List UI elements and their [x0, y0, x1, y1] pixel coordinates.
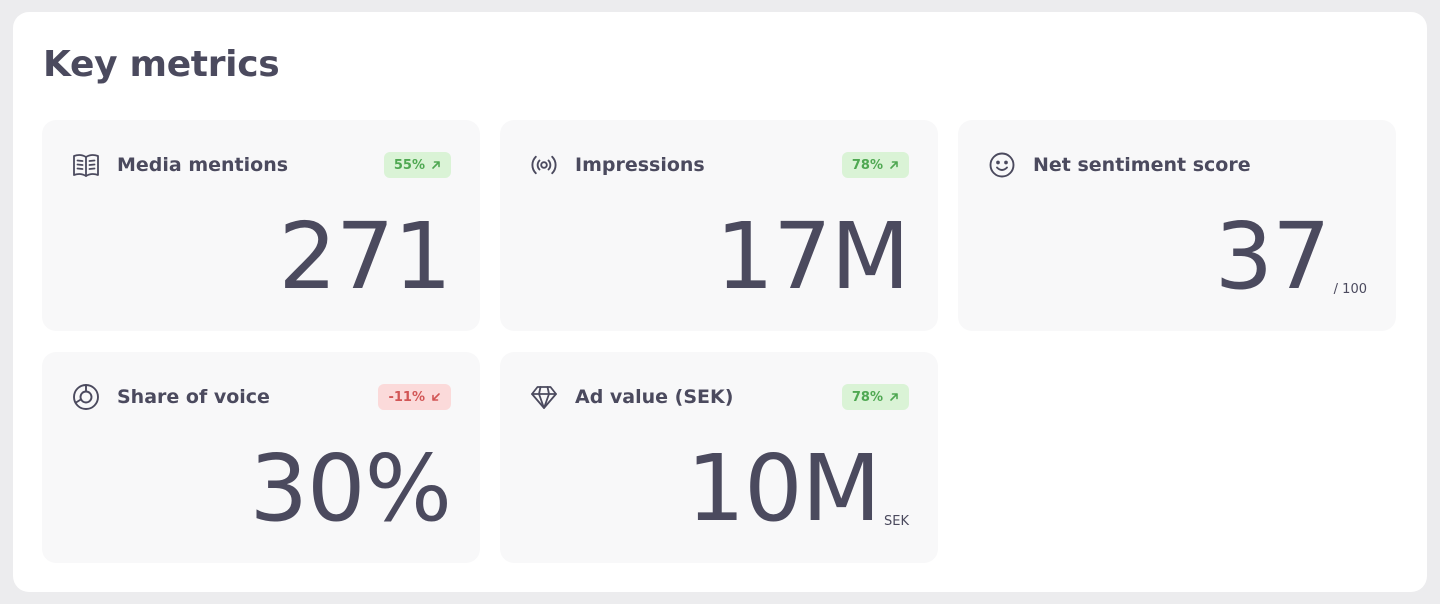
card-label: Share of voice	[117, 386, 270, 408]
metric-card-ad-value[interactable]: Ad value (SEK) 78% 10M SEK	[500, 352, 938, 563]
card-label: Net sentiment score	[1033, 154, 1251, 176]
metric-value: 37	[1214, 203, 1331, 310]
metric-value: 30%	[249, 435, 452, 542]
metric-card-net-sentiment[interactable]: Net sentiment score 37 / 100	[958, 120, 1396, 331]
card-value: 30%	[249, 435, 452, 542]
metrics-grid: Media mentions 55% 271	[42, 120, 1396, 563]
card-header: Ad value (SEK) 78%	[529, 382, 909, 412]
arrow-down-left-icon	[432, 393, 440, 401]
card-label: Ad value (SEK)	[575, 386, 734, 408]
change-value: 78%	[851, 389, 883, 405]
card-header: Net sentiment score	[987, 150, 1367, 180]
card-header: Media mentions 55%	[71, 150, 451, 180]
value-suffix: SEK	[884, 514, 909, 529]
metric-card-share-of-voice[interactable]: Share of voice -11% 30%	[42, 352, 480, 563]
metric-value: 271	[278, 203, 452, 310]
card-value: 17M	[715, 203, 910, 310]
card-label: Impressions	[575, 154, 705, 176]
card-value: 37 / 100	[1215, 211, 1367, 303]
arrow-up-right-icon	[890, 161, 898, 169]
card-label: Media mentions	[117, 154, 289, 176]
change-value: 78%	[851, 157, 883, 173]
empty-slot	[958, 352, 1396, 563]
book-open-icon	[71, 150, 101, 180]
value-suffix: / 100	[1333, 282, 1367, 297]
change-badge: 55%	[383, 152, 451, 178]
change-value: -11%	[388, 389, 425, 405]
metric-value: 10M	[686, 435, 881, 542]
metric-card-impressions[interactable]: Impressions 78% 17M	[500, 120, 938, 331]
pie-chart-icon	[71, 382, 101, 412]
card-value: 10M SEK	[687, 443, 909, 535]
metric-value: 17M	[715, 203, 910, 310]
smiley-icon	[987, 150, 1017, 180]
change-badge: 78%	[841, 384, 909, 410]
key-metrics-panel: Key metrics Media mentions	[13, 12, 1427, 592]
metric-card-media-mentions[interactable]: Media mentions 55% 271	[42, 120, 480, 331]
change-value: 55%	[393, 157, 425, 173]
change-badge: 78%	[841, 152, 909, 178]
arrow-up-right-icon	[890, 393, 898, 401]
diamond-icon	[529, 382, 559, 412]
card-header: Impressions 78%	[529, 150, 909, 180]
arrow-up-right-icon	[432, 161, 440, 169]
change-badge: -11%	[378, 384, 451, 410]
broadcast-icon	[529, 150, 559, 180]
card-value: 271	[278, 203, 452, 310]
card-header: Share of voice -11%	[71, 382, 451, 412]
panel-title: Key metrics	[43, 44, 280, 85]
